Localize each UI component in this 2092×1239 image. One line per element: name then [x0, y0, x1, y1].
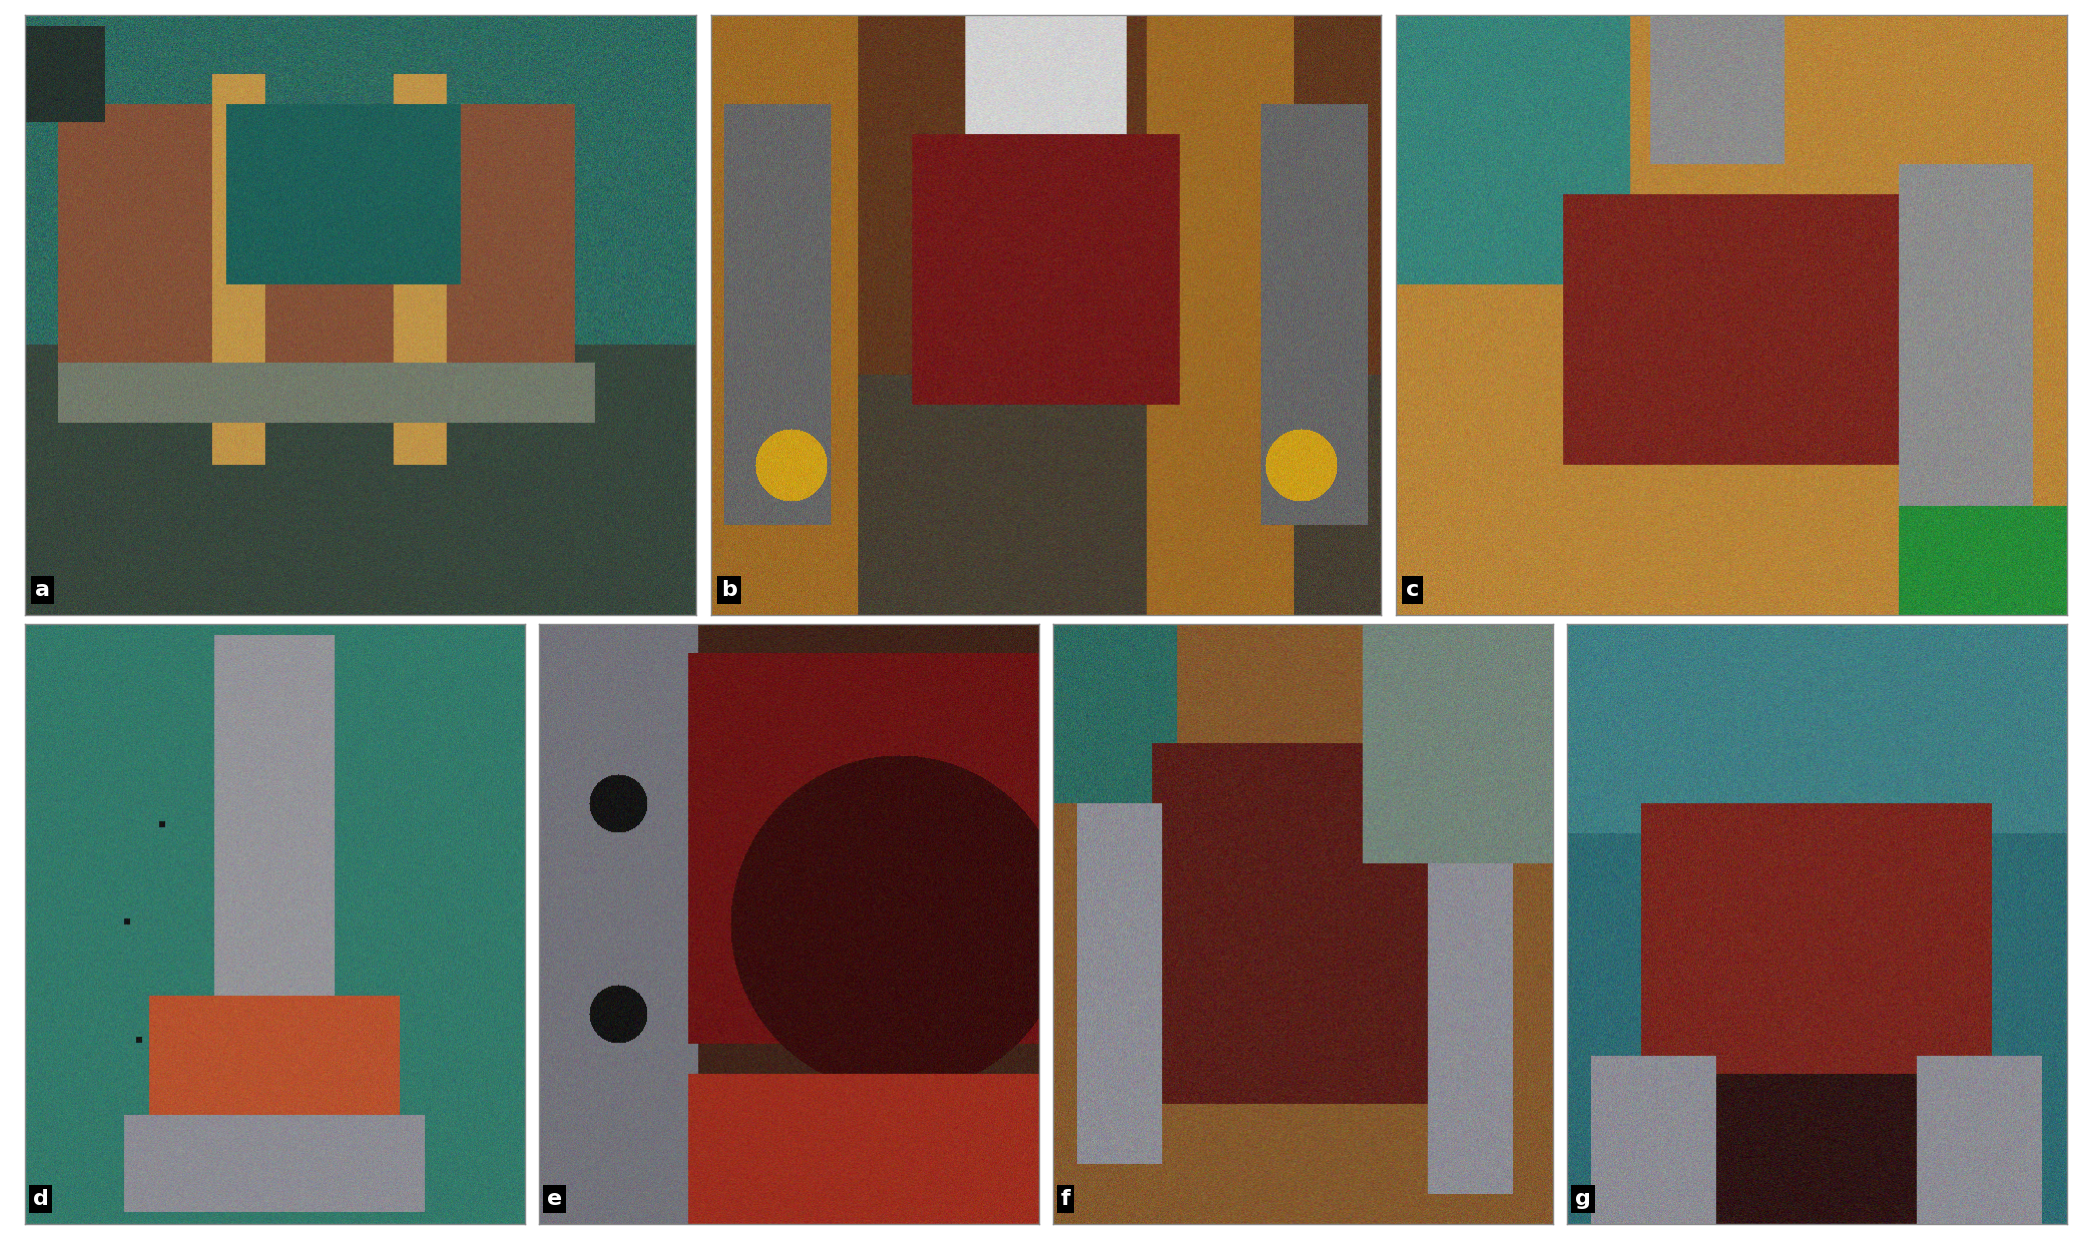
Text: b: b [720, 580, 736, 600]
Text: f: f [1061, 1189, 1071, 1209]
Text: d: d [33, 1189, 48, 1209]
Text: e: e [546, 1189, 563, 1209]
Text: c: c [1406, 580, 1418, 600]
Text: a: a [36, 580, 50, 600]
Text: g: g [1575, 1189, 1590, 1209]
